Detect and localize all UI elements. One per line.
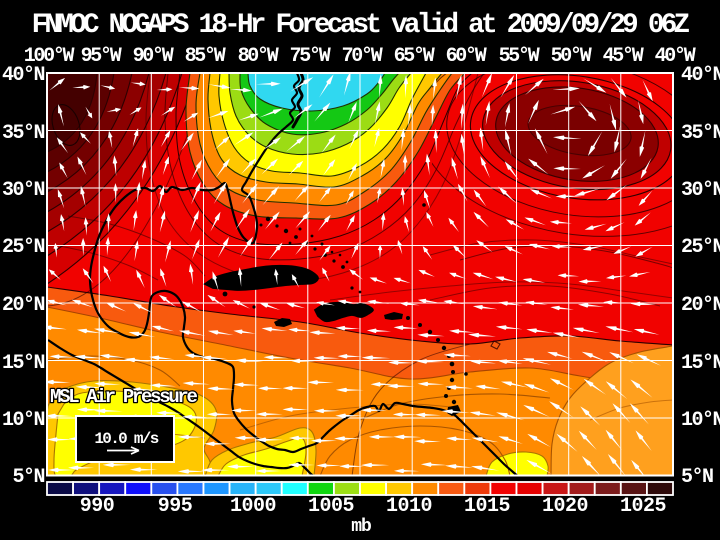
svg-text:40°W: 40°W [655,45,696,68]
svg-text:mb: mb [351,517,371,537]
svg-text:5°N: 5°N [681,466,713,489]
svg-text:50°W: 50°W [551,45,592,68]
svg-text:100°W: 100°W [24,45,75,68]
svg-text:90°W: 90°W [133,45,174,68]
svg-text:FNMOC NOGAPS 18-Hr Forecast va: FNMOC NOGAPS 18-Hr Forecast valid at 200… [32,10,690,41]
svg-text:1015: 1015 [464,495,510,518]
svg-text:95°W: 95°W [81,45,122,68]
svg-text:10.0 m/s: 10.0 m/s [94,430,158,448]
svg-text:MSL Air Pressure: MSL Air Pressure [50,386,198,408]
svg-text:40°N: 40°N [681,64,720,87]
svg-text:10°N: 10°N [2,409,45,432]
svg-text:990: 990 [80,495,115,518]
svg-text:35°N: 35°N [2,122,45,145]
svg-text:25°N: 25°N [2,236,45,259]
svg-text:1025: 1025 [620,495,666,518]
svg-text:1010: 1010 [386,495,432,518]
svg-text:1000: 1000 [230,495,276,518]
svg-text:45°W: 45°W [603,45,644,68]
svg-text:35°N: 35°N [681,122,720,145]
svg-text:30°N: 30°N [2,179,45,202]
svg-text:20°N: 20°N [681,294,720,317]
svg-text:70°W: 70°W [342,45,383,68]
svg-text:15°N: 15°N [2,352,45,375]
svg-text:15°N: 15°N [681,352,720,375]
svg-text:1020: 1020 [542,495,588,518]
svg-text:55°W: 55°W [499,45,540,68]
svg-text:25°N: 25°N [681,236,720,259]
svg-text:60°W: 60°W [446,45,487,68]
svg-text:5°N: 5°N [12,466,44,489]
svg-text:40°N: 40°N [2,64,45,87]
svg-text:1005: 1005 [308,495,354,518]
svg-text:995: 995 [158,495,193,518]
svg-text:30°N: 30°N [681,179,720,202]
svg-text:20°N: 20°N [2,294,45,317]
svg-text:65°W: 65°W [394,45,435,68]
svg-text:85°W: 85°W [185,45,226,68]
svg-text:75°W: 75°W [290,45,331,68]
svg-text:10°N: 10°N [681,409,720,432]
svg-text:80°W: 80°W [238,45,279,68]
